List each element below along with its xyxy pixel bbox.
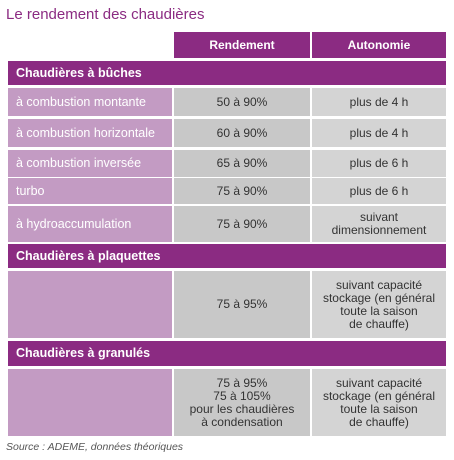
cell-text: Chaudières à plaquettes: [16, 248, 161, 263]
cell-text: de chauffe): [349, 316, 409, 331]
row-label: à hydroaccumulation: [8, 206, 172, 242]
cell-text: dimensionnement: [331, 223, 427, 237]
cell-text: Autonomie: [347, 37, 411, 52]
cell-text: 75 à 95%: [216, 375, 268, 390]
row-label: à combustion horizontale: [8, 119, 172, 147]
cell-text: à hydroaccumulation: [16, 216, 132, 231]
autonomie-cell: plus de 4 h: [312, 88, 446, 116]
cell-text: suivant capacité: [335, 277, 423, 292]
cell-text: Chaudières à granulés: [16, 346, 151, 360]
autonomie-cell: suivant capacité stockage (en général tout…: [312, 369, 446, 436]
autonomie-cell: plus de 4 h: [312, 119, 446, 147]
rendement-cell: 75 à 90%: [174, 178, 310, 204]
cell-text: à combustion montante: [16, 94, 146, 109]
section-header: Chaudières à plaquettes: [8, 244, 446, 268]
column-header: Autonomie: [312, 32, 446, 58]
cell-text: 75 à 90%: [216, 216, 268, 231]
row-label: à combustion montante: [8, 88, 172, 116]
cell-text: Rendement: [209, 37, 275, 52]
autonomie-cell: plus de 6 h: [312, 178, 446, 204]
column-header: Rendement: [174, 32, 310, 58]
row-label: turbo: [8, 178, 172, 204]
cell-text: à combustion horizontale: [16, 125, 155, 140]
cell-text: pour les chaudières: [189, 401, 295, 416]
cell-text: plus de 6 h: [349, 156, 409, 170]
cell-text: 75 à 105%: [213, 388, 271, 403]
rendement-cell: 75 à 95%: [174, 271, 310, 338]
cell-text: de chauffe): [349, 414, 409, 429]
section-header: Chaudières à bûches: [8, 61, 446, 85]
cell-text: 75 à 90%: [216, 183, 268, 198]
autonomie-cell: suivant dimensionnement: [312, 206, 446, 242]
title: Le rendement des chaudières: [6, 6, 205, 23]
rendement-cell: 75 à 90%: [174, 206, 310, 242]
cell-text: plus de 4 h: [349, 125, 409, 140]
rendement-cell: 60 à 90%: [174, 119, 310, 147]
cell-text: suivant capacité: [335, 375, 423, 390]
cell-text: toute la saison: [340, 303, 418, 318]
cell-text: plus de 4 h: [349, 94, 409, 109]
cell-text: stockage (en général: [322, 290, 436, 305]
section-header: Chaudières à granulés: [8, 341, 446, 366]
cell-text: 50 à 90%: [216, 94, 268, 109]
source: Source : ADEME, données théoriques: [6, 441, 184, 453]
cell-text: à combustion inversée: [16, 156, 142, 170]
autonomie-cell: plus de 6 h: [312, 150, 446, 177]
autonomie-cell: suivant capacité stockage (en général tout…: [312, 271, 446, 338]
cell-text: 60 à 90%: [216, 125, 268, 140]
row-label: [8, 369, 172, 436]
cell-text: stockage (en général: [322, 388, 436, 403]
rendement-cell: 50 à 90%: [174, 88, 310, 116]
cell-text: suivant: [359, 210, 399, 224]
cell-text: toute la saison: [340, 401, 418, 416]
cell-text: plus de 6 h: [349, 183, 409, 198]
cell-text: 65 à 90%: [216, 156, 268, 170]
cell-text: 75 à 95%: [216, 297, 268, 311]
cell-text: turbo: [16, 183, 45, 198]
row-label: [8, 271, 172, 338]
rendement-cell: 65 à 90%: [174, 150, 310, 177]
rendement-cell: 75 à 95% 75 à 105% pour les chaudières à co…: [174, 369, 310, 436]
row-label: à combustion inversée: [8, 150, 172, 177]
cell-text: à condensation: [201, 414, 283, 429]
cell-text: Chaudières à bûches: [16, 65, 142, 80]
